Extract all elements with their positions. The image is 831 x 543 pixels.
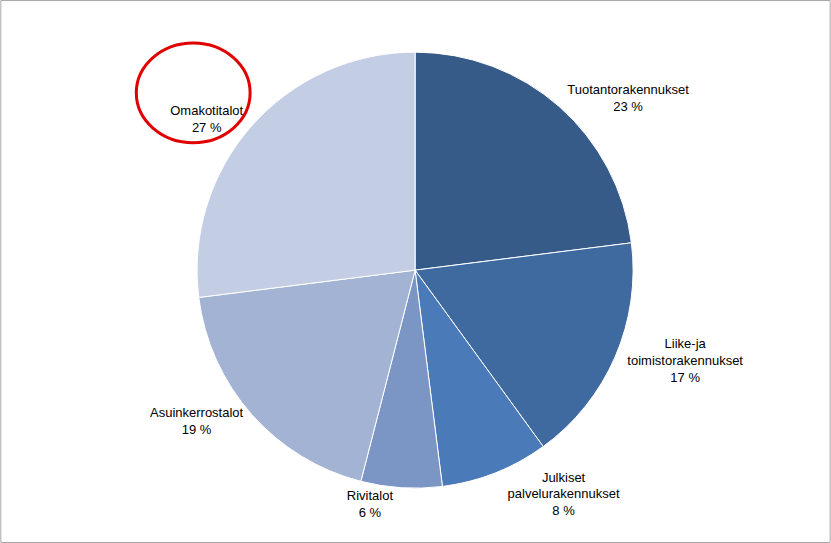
svg-text:Liike-jatoimistorakennukset17: Liike-jatoimistorakennukset17 % [627,336,743,385]
svg-text:Rivitalot6 %: Rivitalot6 % [347,488,394,520]
svg-text:Asuinkerrostalot19 %: Asuinkerrostalot19 % [150,405,244,437]
svg-text:Omakotitalot27 %: Omakotitalot27 % [170,103,243,135]
svg-text:Julkisetpalvelurakennukset8 %: Julkisetpalvelurakennukset8 % [508,470,620,519]
svg-text:Tuotantorakennukset23 %: Tuotantorakennukset23 % [567,82,689,114]
